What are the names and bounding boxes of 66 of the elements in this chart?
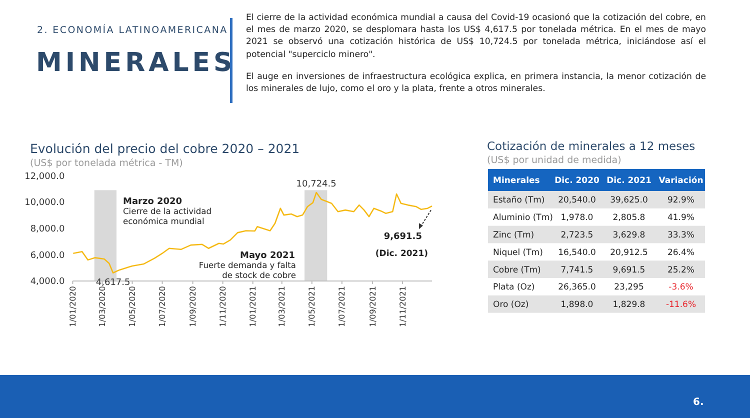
category-label: Variación: [658, 176, 704, 186]
text: (US$ por unidad de medida): [487, 155, 622, 166]
chart-subtitle: (US$ por tonelada métrica - TM): [30, 158, 183, 169]
text: 33.3%: [667, 230, 695, 240]
category-label: Dic. 2020: [554, 176, 600, 186]
text: 20,540.0: [558, 196, 596, 206]
text: Cotización de minerales a 12 meses: [487, 139, 696, 153]
category-label: Dic. 2021: [606, 176, 652, 186]
text: 1,978.0: [560, 213, 594, 224]
category-label: Niquel (Tm): [493, 248, 543, 258]
x-tick-label: 1/05/2020: [128, 286, 138, 328]
annotation: Cierre de la actividad económica mundial: [123, 206, 213, 226]
text: 23,295: [614, 282, 644, 293]
x-tick-label: 1/03/2020: [98, 286, 108, 328]
text: 41.9%: [667, 213, 695, 224]
text: 26.4%: [667, 248, 695, 258]
category-label: Estaño (Tm): [493, 196, 545, 206]
category-label: Oro (Oz): [493, 300, 529, 310]
category-label: Minerales: [493, 176, 540, 186]
text: 7,741.5: [560, 265, 594, 276]
category-label: Plata (Oz): [493, 282, 535, 293]
x-tick-label: 1/07/2020: [158, 286, 168, 328]
annotation: 10,724.5: [296, 179, 336, 190]
text: 25.2%: [667, 265, 695, 276]
text: 9,691.5: [612, 265, 646, 276]
text: 2,723.5: [560, 230, 594, 240]
y-tick-label: 8,000.0: [30, 224, 65, 234]
chart-title: Evolución del precio del cobre 2020 – 2021: [30, 141, 300, 156]
y-tick-label: 12,000.0: [24, 172, 65, 182]
annotation: 4,617.5: [96, 278, 130, 288]
text: 92.9%: [667, 196, 695, 206]
x-tick-label: 1/01/2020: [68, 286, 78, 328]
text: 3,629.8: [612, 230, 646, 240]
text: 2,805.8: [612, 213, 646, 224]
y-tick-label: 10,000.0: [24, 198, 65, 208]
text: 1,829.8: [612, 300, 646, 310]
category-label: Zinc (Tm): [493, 230, 534, 240]
text: 26,365.0: [558, 282, 596, 293]
annotation: Fuerte demanda y falta de stock de cobre: [198, 260, 296, 280]
annotation: (Dic. 2021): [375, 249, 428, 259]
text: El auge en inversiones de infraestructura ecológica explica, en primera instancia, la menor cotización de los minerales de lujo, como el oro y la plata, frente a otros minerales.: [246, 70, 706, 96]
category-label: Cobre (Tm): [493, 265, 541, 276]
annotation: Marzo 2020: [123, 197, 182, 207]
text: 2. ECONOMÍA LATINOAMERICANA: [37, 24, 228, 36]
text: -11.6%: [666, 300, 696, 310]
x-tick-label: 1/09/2021: [368, 286, 378, 328]
category-label: Aluminio (Tm): [493, 213, 553, 224]
text: 6.: [693, 397, 704, 408]
x-tick-label: 1/03/2021: [278, 286, 287, 328]
y-tick-label: 4,000.0: [30, 277, 65, 288]
text: 20,912.5: [610, 248, 648, 258]
x-tick-label: 1/11/2020: [218, 286, 228, 328]
text: El cierre de la actividad económica mundial a causa del Covid-19 ocasionó que la cotización del cobre, en el mes de marzo 2020, se desplomara hasta los US$ 4,617.5 por tonelada métrica. En el mes de mayo 2021 se observó una cotización histórica de US$ 10,724.5 por tonelada métrica, iniciándose así el potencial "superciclo minero".: [246, 12, 706, 61]
x-tick-label: 1/01/2021: [248, 286, 258, 328]
x-tick-label: 1/11/2021: [398, 286, 408, 328]
text: MINERALES: [36, 48, 236, 78]
y-tick-label: 6,000.0: [30, 250, 65, 261]
text: -3.6%: [668, 282, 694, 293]
x-tick-label: 1/07/2021: [338, 286, 347, 328]
text: 16,540.0: [558, 248, 596, 258]
x-tick-label: 1/09/2020: [188, 286, 198, 328]
annotation: Mayo 2021: [240, 251, 295, 261]
annotation: 9,691.5: [384, 232, 422, 242]
text: 39,625.0: [610, 196, 648, 206]
x-tick-label: 1/05/2021: [308, 286, 317, 328]
text: 1,898.0: [560, 300, 594, 310]
